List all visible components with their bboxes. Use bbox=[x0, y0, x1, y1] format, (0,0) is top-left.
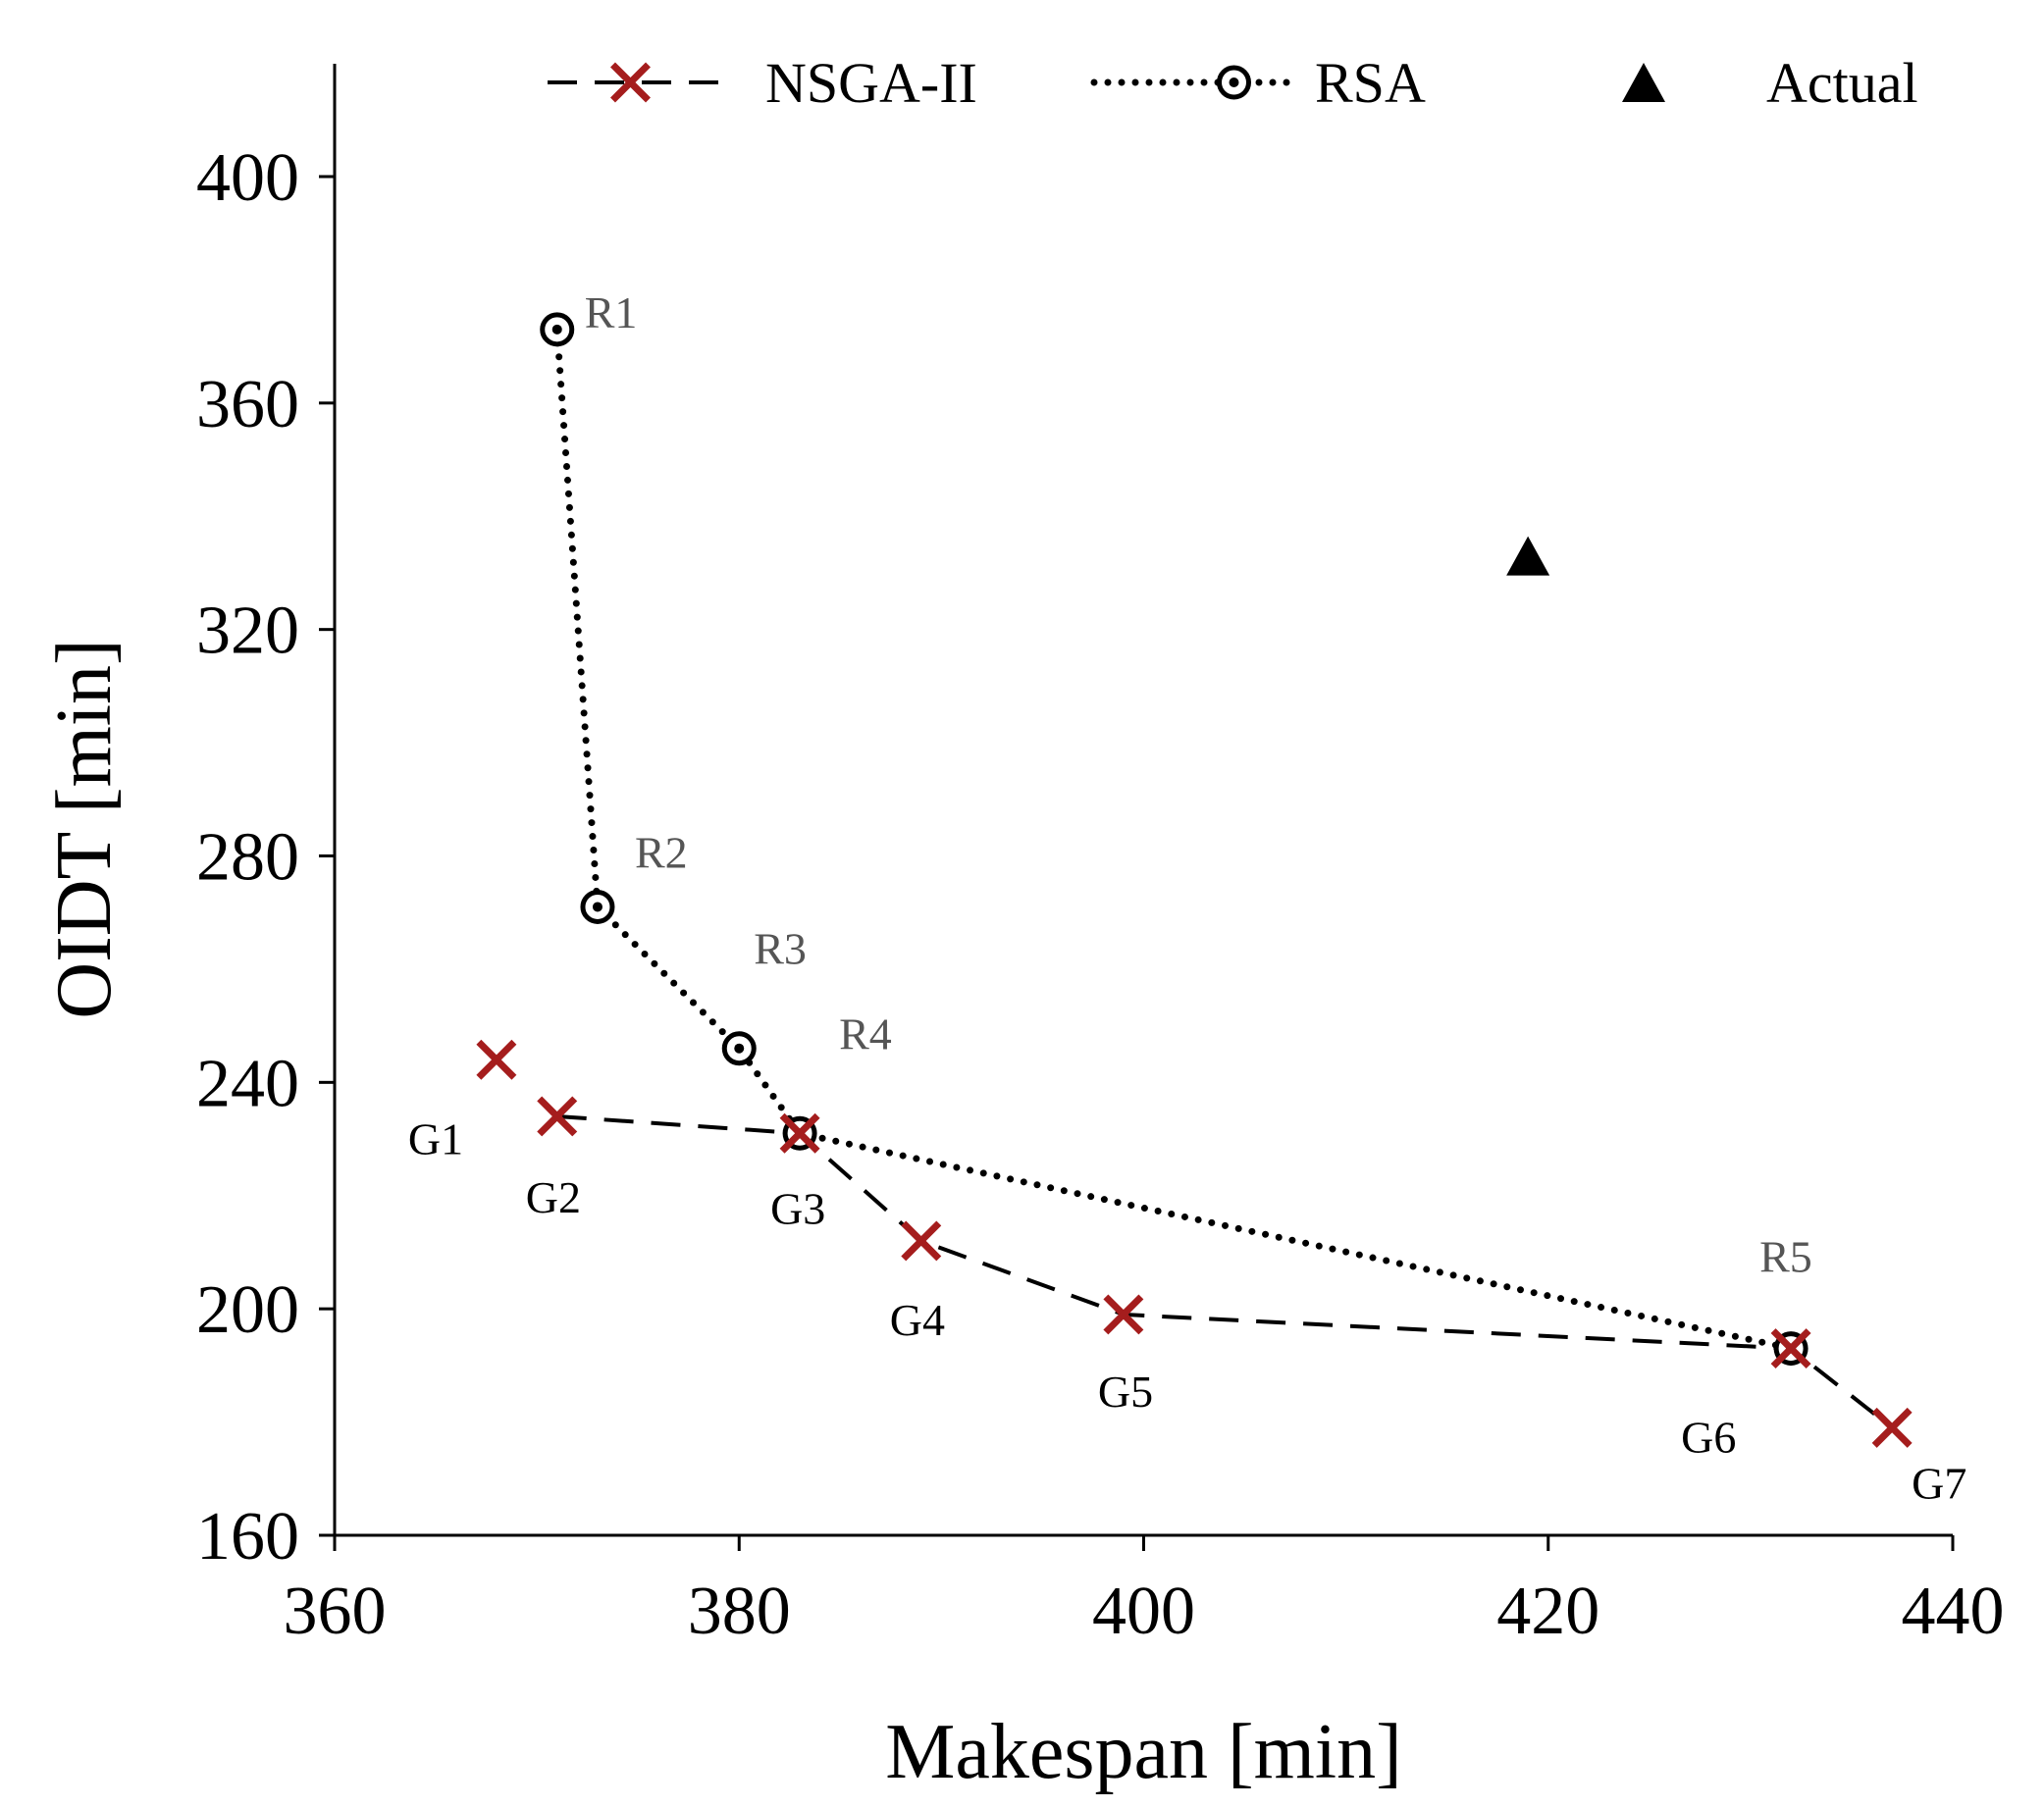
y-tick-label: 360 bbox=[196, 367, 299, 442]
legend-label: Actual bbox=[1766, 51, 1918, 115]
legend-bullseye-marker bbox=[1217, 65, 1251, 100]
legend: NSGA-II RSA Actual bbox=[548, 51, 1918, 115]
data-point-g1 bbox=[476, 1039, 517, 1080]
y-tick-label: 320 bbox=[196, 594, 299, 669]
point-label-r3: R3 bbox=[754, 924, 807, 974]
data-point-g4 bbox=[901, 1220, 942, 1262]
series-markers bbox=[476, 312, 1913, 1448]
y-tick-label: 400 bbox=[196, 140, 299, 216]
x-marker-stroke bbox=[1871, 1407, 1913, 1448]
point-label-r5: R5 bbox=[1759, 1232, 1812, 1282]
legend-x-marker bbox=[610, 62, 651, 103]
point-label-g7: G7 bbox=[1912, 1458, 1966, 1508]
axes: 160 200 240 280 320 360 400 360 380 400 420 440 Make… bbox=[41, 64, 2005, 1795]
data-point-actual bbox=[1506, 536, 1550, 576]
data-point-r2 bbox=[580, 889, 615, 924]
data-point-r1 bbox=[540, 312, 575, 347]
point-label-g5: G5 bbox=[1098, 1367, 1153, 1417]
legend-item-nsga-ii: NSGA-II bbox=[548, 51, 977, 115]
bullseye-dot bbox=[551, 324, 562, 335]
legend-label: NSGA-II bbox=[765, 51, 977, 115]
series-lines bbox=[553, 326, 1894, 1429]
x-axis-title: Makespan [min] bbox=[885, 1709, 1402, 1795]
legend-triangle-marker bbox=[1622, 63, 1665, 102]
y-tick-label: 280 bbox=[196, 820, 299, 896]
x-tick-label: 400 bbox=[1092, 1574, 1195, 1649]
series-line-rsa bbox=[553, 326, 1795, 1353]
x-marker-stroke bbox=[1103, 1294, 1144, 1335]
data-point-g6 bbox=[1770, 1328, 1811, 1369]
x-marker-stroke bbox=[901, 1220, 942, 1262]
series-line-nsga-ii bbox=[556, 1113, 1894, 1429]
y-tick-label: 160 bbox=[196, 1499, 299, 1575]
point-label-g4: G4 bbox=[890, 1295, 945, 1345]
data-point-g3 bbox=[779, 1112, 820, 1154]
x-marker-stroke bbox=[779, 1112, 820, 1154]
x-marker-stroke bbox=[1770, 1328, 1811, 1369]
point-labels: G1 G2 G3 G4 G5 G6 G7 R1 R2 R3 R4 R5 bbox=[408, 287, 1966, 1509]
point-label-r2: R2 bbox=[635, 827, 688, 877]
y-tick-label: 200 bbox=[196, 1272, 299, 1348]
data-point-g7 bbox=[1871, 1407, 1913, 1448]
x-marker-stroke bbox=[537, 1096, 578, 1137]
data-point-g2 bbox=[537, 1096, 578, 1137]
point-label-r4: R4 bbox=[839, 1008, 892, 1059]
x-tick-label: 420 bbox=[1496, 1574, 1599, 1649]
point-label-g2: G2 bbox=[526, 1172, 581, 1222]
bullseye-dot bbox=[734, 1043, 745, 1054]
x-tick-label: 380 bbox=[688, 1574, 791, 1649]
bullseye-dot bbox=[592, 902, 603, 912]
x-marker-stroke bbox=[476, 1039, 517, 1080]
legend-item-rsa: RSA bbox=[1090, 51, 1426, 115]
point-label-g1: G1 bbox=[408, 1113, 463, 1163]
legend-item-actual: Actual bbox=[1622, 51, 1918, 115]
bullseye-dot bbox=[1229, 77, 1239, 87]
y-axis-title: OIDT [min] bbox=[41, 639, 128, 1018]
x-tick-label: 360 bbox=[284, 1574, 387, 1649]
y-tick-label: 240 bbox=[196, 1046, 299, 1121]
legend-label: RSA bbox=[1315, 51, 1426, 115]
x-marker-stroke bbox=[610, 62, 651, 103]
data-point-r3 bbox=[721, 1031, 757, 1066]
point-label-g3: G3 bbox=[770, 1183, 825, 1233]
point-label-g6: G6 bbox=[1681, 1413, 1736, 1463]
data-point-g5 bbox=[1103, 1294, 1144, 1335]
point-label-r1: R1 bbox=[585, 287, 638, 337]
x-tick-label: 440 bbox=[1902, 1574, 2005, 1649]
